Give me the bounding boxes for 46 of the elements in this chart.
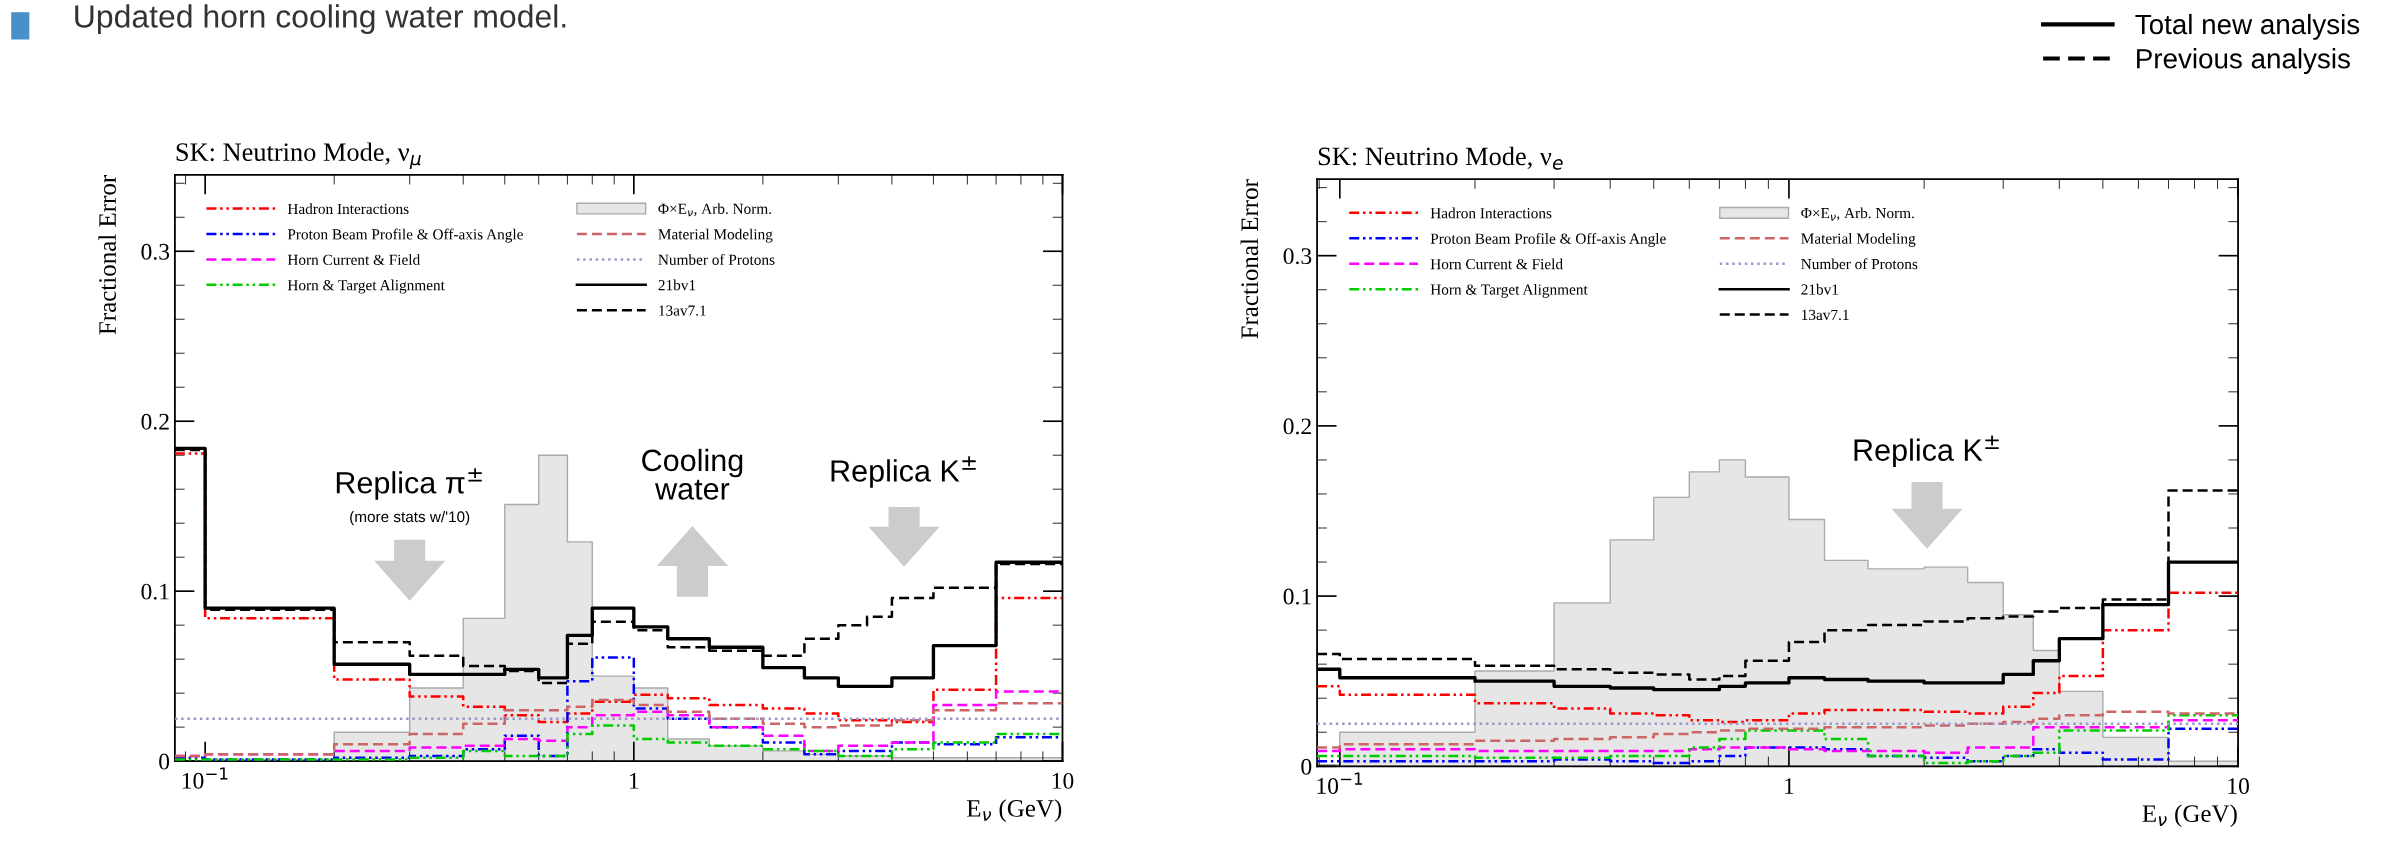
legend-label: Material Modeling — [658, 228, 773, 243]
y-tick-label: 0 — [159, 753, 170, 770]
annotation: Replica π$^{±}$ — [336, 468, 482, 500]
legend-label: Hadron Interactions — [1430, 207, 1552, 219]
y-tick-label: 0.1 — [141, 583, 169, 600]
y-tick-label: 0.3 — [141, 243, 170, 260]
y-tick-label: 0.2 — [1283, 418, 1311, 435]
legend-label: Hadron Interactions — [287, 203, 409, 215]
y-tick-label: 0.2 — [141, 413, 169, 430]
annotation: (more stats w/'10) — [350, 510, 470, 526]
y-tick-label: 0 — [1301, 758, 1312, 775]
x-axis-title: E$_{ν}$ (GeV) — [2142, 804, 2237, 828]
x-tick-label: 1 — [1785, 778, 1794, 794]
legend-label: Number of Protons — [1801, 258, 1918, 270]
legend-label: Horn & Target Alignment — [287, 279, 445, 294]
legend-label: 13av7.1 — [1802, 309, 1849, 321]
legend-label: Previous analysis — [2137, 48, 2350, 75]
text: Updated horn cooling water model. — [75, 4, 566, 35]
x-tick-label: 10 — [1052, 772, 1074, 789]
legend-label: 21bv1 — [658, 279, 696, 291]
y-axis-title: Fractional Error — [98, 175, 116, 335]
legend-label: Material Modeling — [1801, 233, 1916, 247]
legend-label: Proton Beam Profile & Off-axis Angle — [287, 228, 523, 243]
x-tick-label: 1 — [629, 773, 639, 789]
x-tick-label: 10$^{−1}$ — [182, 767, 228, 789]
legend-label: Horn Current & Field — [1430, 258, 1563, 270]
x-tick-label: 10$^{−1}$ — [1317, 772, 1363, 794]
y-axis-title: Fractional Error — [1240, 179, 1259, 339]
legend-label: Horn Current & Field — [287, 254, 420, 265]
chart-title: SK: Neutrino Mode, ν$_{μ}$ — [176, 142, 421, 169]
legend-label: Φ×E$_{ν}$, Arb. Norm. — [658, 203, 772, 217]
y-tick-label: 0.1 — [1283, 588, 1311, 605]
legend-label: Total new analysis — [2135, 13, 2360, 40]
annotation: Replica K$^{±}$ — [1854, 435, 1999, 467]
x-axis-title: E$_{ν}$ (GeV) — [966, 799, 1062, 822]
x-tick-label: 10 — [2228, 778, 2249, 795]
annotation: Replica K$^{±}$ — [831, 456, 976, 488]
annotation: Cooling water — [642, 448, 743, 500]
y-tick-label: 0.3 — [1283, 248, 1312, 265]
legend-label: Number of Protons — [658, 253, 775, 265]
legend-label: Φ×E$_{ν}$, Arb. Norm. — [1801, 207, 1914, 221]
legend-label: Proton Beam Profile & Off-axis Angle — [1430, 232, 1666, 247]
legend-label: 13av7.1 — [659, 305, 706, 316]
chart-title: SK: Neutrino Mode, ν$_{e}$ — [1318, 146, 1563, 170]
legend-label: 21bv1 — [1801, 283, 1839, 295]
legend-label: Horn & Target Alignment — [1430, 283, 1588, 298]
